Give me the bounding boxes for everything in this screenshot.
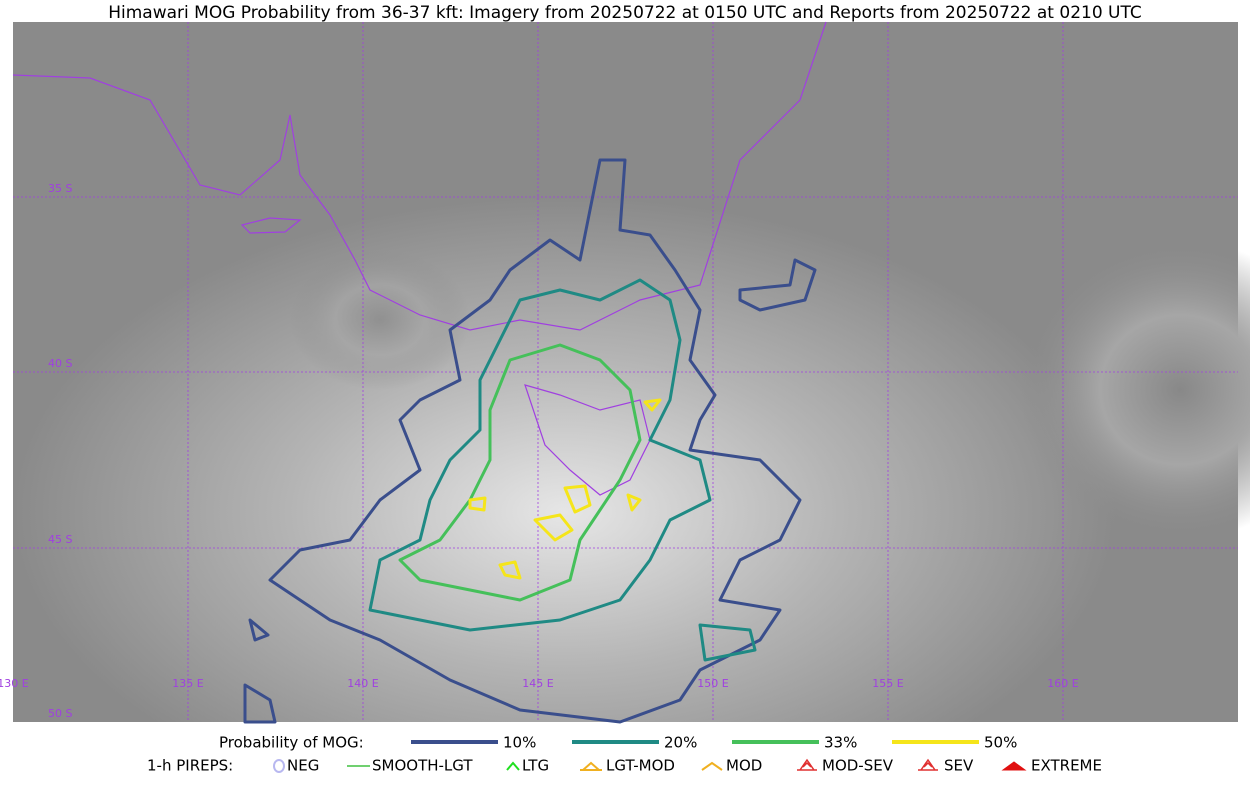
lat-label: 45 S	[48, 533, 72, 546]
legend-item: EXTREME	[1031, 757, 1102, 775]
cloud-swirl	[1020, 240, 1250, 540]
legend-item: SMOOTH-LGT	[372, 757, 473, 775]
legend-icon	[797, 758, 817, 771]
legend-label: Probability of MOG:	[219, 734, 364, 752]
title: Himawari MOG Probability from 36-37 kft:…	[108, 3, 1142, 23]
legend-item: 20%	[664, 734, 697, 752]
legend-item: 33%	[824, 734, 857, 752]
legend-icon	[506, 761, 520, 771]
lon-label: 135 E	[172, 677, 203, 690]
coastline	[524, 384, 651, 496]
lon-label: 130 E	[0, 677, 29, 690]
contour-33	[398, 343, 642, 602]
lon-label: 150 E	[697, 677, 728, 690]
legend: Probability of MOG: 10% 20% 33% 50% 1-h PIREP…	[147, 734, 1102, 775]
contour-10	[243, 258, 817, 724]
legend-icon	[1001, 761, 1027, 771]
legend-item: 50%	[984, 734, 1017, 752]
legend-item: 10%	[503, 734, 536, 752]
lon-label: 145 E	[522, 677, 553, 690]
legend-label: 1-h PIREPS:	[147, 757, 233, 775]
contour-50	[468, 398, 662, 580]
legend-item: MOD	[726, 757, 762, 775]
legend-item: NEG	[287, 757, 319, 775]
lat-label: 35 S	[48, 182, 72, 195]
legend-icon	[580, 761, 602, 771]
coastline	[12, 21, 827, 331]
legend-item: MOD-SEV	[822, 757, 894, 775]
contours	[243, 158, 817, 724]
lon-label: 155 E	[872, 677, 903, 690]
cloud-swirl	[290, 250, 470, 390]
legend-icon	[701, 761, 723, 771]
lon-label: 140 E	[347, 677, 378, 690]
contour-10	[268, 158, 802, 724]
lat-label: 40 S	[48, 357, 72, 370]
lon-label: 160 E	[1047, 677, 1078, 690]
legend-item: SEV	[944, 757, 974, 775]
coastline	[240, 217, 302, 234]
contour-20	[698, 623, 757, 662]
lat-label: 50 S	[48, 707, 72, 720]
legend-item: LTG	[522, 757, 549, 775]
legend-icon	[918, 758, 938, 771]
legend-item: LGT-MOD	[606, 757, 675, 775]
map: 35 S 40 S 45 S 50 S 130 E 135 E 140 E 145 E 150 …	[0, 21, 1250, 724]
legend-icon	[273, 759, 285, 773]
contour-20	[368, 278, 712, 632]
